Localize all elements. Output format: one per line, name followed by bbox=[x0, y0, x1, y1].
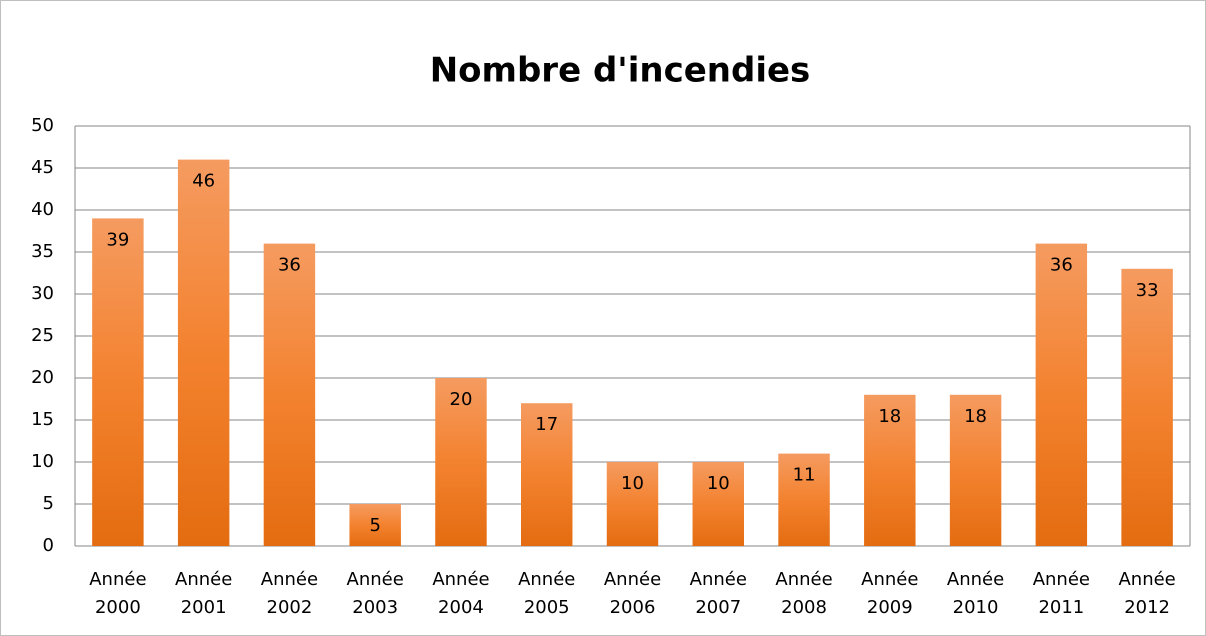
data-label: 17 bbox=[535, 414, 558, 435]
x-tick-label: Année 2002 bbox=[261, 569, 318, 618]
y-tick-label: 30 bbox=[31, 283, 54, 304]
data-label: 10 bbox=[621, 473, 644, 494]
y-tick-label: 0 bbox=[43, 535, 54, 556]
y-tick-label: 35 bbox=[31, 241, 54, 262]
bar bbox=[92, 218, 144, 546]
data-label: 39 bbox=[106, 229, 129, 250]
y-tick-label: 45 bbox=[31, 157, 54, 178]
x-tick-label: Année 2008 bbox=[775, 569, 832, 618]
x-tick-label: Année 2004 bbox=[432, 569, 489, 618]
x-tick-label: Année 2009 bbox=[861, 569, 918, 618]
data-label: 18 bbox=[964, 406, 987, 427]
bar bbox=[778, 453, 830, 546]
data-label: 36 bbox=[278, 255, 301, 276]
data-label: 33 bbox=[1136, 280, 1159, 301]
x-tick-label: Année 2010 bbox=[947, 569, 1004, 618]
bar bbox=[1121, 268, 1173, 546]
bar bbox=[864, 394, 916, 546]
x-tick-label: Année 2007 bbox=[690, 569, 747, 618]
bar bbox=[435, 378, 487, 546]
bar bbox=[692, 462, 744, 546]
bar bbox=[1035, 243, 1088, 546]
bar bbox=[606, 462, 659, 546]
bar bbox=[177, 159, 230, 546]
y-tick-label: 20 bbox=[31, 367, 54, 388]
y-tick-label: 50 bbox=[31, 115, 54, 136]
x-tick-label: Année 2005 bbox=[518, 569, 575, 618]
y-tick-label: 5 bbox=[43, 493, 54, 514]
data-label: 10 bbox=[707, 473, 730, 494]
bar bbox=[521, 403, 573, 546]
bar bbox=[263, 243, 316, 546]
x-tick-label: Année 2003 bbox=[347, 569, 404, 618]
y-tick-label: 15 bbox=[31, 409, 54, 430]
x-tick-label: Année 2011 bbox=[1033, 569, 1090, 618]
data-label: 20 bbox=[450, 389, 473, 410]
y-tick-label: 25 bbox=[31, 325, 54, 346]
x-tick-label: Année 2012 bbox=[1118, 569, 1175, 618]
bar bbox=[949, 394, 1002, 546]
x-tick-label: Année 2006 bbox=[604, 569, 661, 618]
data-label: 11 bbox=[793, 465, 816, 486]
x-tick-label: Année 2000 bbox=[89, 569, 146, 618]
data-label: 46 bbox=[192, 171, 215, 192]
x-tick-label: Année 2001 bbox=[175, 569, 232, 618]
data-label: 18 bbox=[878, 406, 901, 427]
data-label: 5 bbox=[369, 515, 380, 536]
bar bbox=[349, 504, 401, 546]
y-tick-label: 10 bbox=[31, 451, 54, 472]
y-tick-label: 40 bbox=[31, 199, 54, 220]
data-label: 36 bbox=[1050, 255, 1073, 276]
chart-title: Nombre d'incendies bbox=[430, 51, 811, 91]
